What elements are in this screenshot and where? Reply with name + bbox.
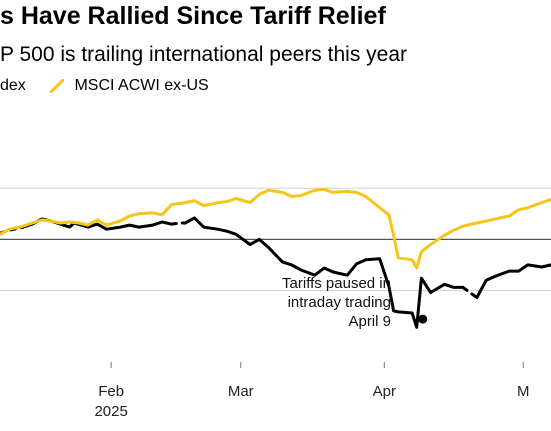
x-tick-label-2: Apr <box>373 383 396 400</box>
x-tick-label-1: Mar <box>228 383 254 400</box>
series-line-0-seg-5 <box>475 263 551 300</box>
annotation-text-line-2: April 9 <box>348 313 391 330</box>
annotation-text-line-1: intraday trading <box>288 294 391 311</box>
chart-subtitle: P 500 is trailing international peers th… <box>0 43 408 66</box>
x-tick-label-0: Feb <box>98 383 124 400</box>
series-line-0-seg-2 <box>169 221 187 226</box>
x-tick-sublabel-0: 2025 <box>94 403 127 420</box>
legend-label-index: dex <box>0 77 26 94</box>
series-line-0-seg-3 <box>183 216 465 329</box>
legend-swatch-msci-icon <box>50 78 64 93</box>
chart-title: s Have Rallied Since Tariff Relief <box>0 2 386 30</box>
legend-label-msci-acwi-ex-us: MSCI ACWI ex-US <box>74 77 209 94</box>
series-line-0-seg-4 <box>461 285 479 300</box>
legend-item-index: dex <box>0 75 26 97</box>
annotation-marker <box>418 314 428 324</box>
x-tick-label-3: M <box>517 383 530 400</box>
series-line-1-seg-0 <box>0 187 551 270</box>
legend-item-msci-acwi-ex-us: MSCI ACWI ex-US <box>50 75 209 97</box>
annotation-text-line-0: Tariffs paused in <box>282 275 391 292</box>
